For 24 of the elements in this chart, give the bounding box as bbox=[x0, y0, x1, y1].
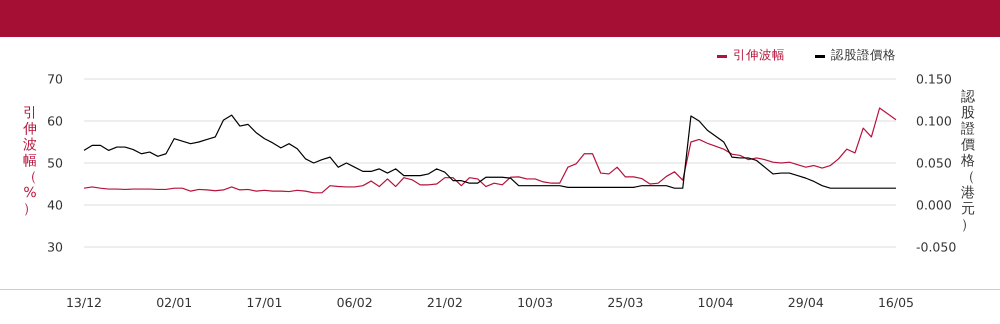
x-tick-label: 29/04 bbox=[788, 295, 824, 310]
x-tick-label: 13/12 bbox=[66, 295, 102, 310]
x-tick-label: 06/02 bbox=[336, 295, 373, 310]
x-tick-label: 25/03 bbox=[607, 295, 644, 310]
y-axis-title: 引伸波幅（%） bbox=[22, 105, 37, 217]
x-tick-label: 21/02 bbox=[426, 295, 463, 310]
y2-tick-label: 0.150 bbox=[916, 72, 952, 86]
legend-label: 引伸波幅 bbox=[733, 47, 785, 62]
legend-label: 認股證價格 bbox=[831, 47, 896, 62]
y-tick-label: 40 bbox=[47, 198, 64, 212]
x-tick-label: 16/05 bbox=[878, 295, 914, 310]
x-tick-label: 02/01 bbox=[156, 295, 192, 310]
x-tick-label: 17/01 bbox=[246, 295, 282, 310]
x-tick-label: 10/03 bbox=[517, 295, 554, 310]
y-tick-label: 50 bbox=[47, 156, 64, 170]
y-tick-label: 30 bbox=[47, 240, 64, 254]
y-tick-label: 70 bbox=[47, 72, 64, 86]
y2-tick-label: 0.100 bbox=[916, 114, 952, 128]
y2-tick-label: 0.050 bbox=[916, 156, 952, 170]
y-tick-label: 60 bbox=[47, 114, 64, 128]
y2-tick-label: -0.050 bbox=[916, 240, 956, 254]
x-tick-label: 10/04 bbox=[698, 295, 734, 310]
text: 認股證價格（港元） bbox=[961, 89, 975, 233]
y2-tick-label: 0.000 bbox=[916, 198, 952, 212]
